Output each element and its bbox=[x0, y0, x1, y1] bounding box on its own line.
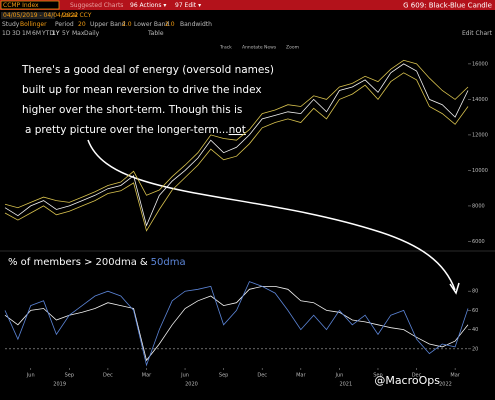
range-button[interactable]: 1M bbox=[22, 30, 31, 37]
dates: 04/05/2019 - 04/04/2022 bbox=[3, 12, 78, 19]
x-tick-label: Mar bbox=[296, 373, 306, 379]
annotation-line: There's a good deal of energy (oversold … bbox=[21, 64, 274, 76]
range-button[interactable]: 1Y bbox=[52, 30, 60, 37]
y-tick-label: 14000 bbox=[472, 97, 488, 103]
y-tick-label: 60 bbox=[472, 308, 478, 314]
series-line bbox=[4, 59, 469, 209]
template: G 609: Black-Blue Candle bbox=[403, 2, 492, 10]
range-button[interactable]: 1D bbox=[2, 30, 11, 37]
bandwidth[interactable]: Bandwidth bbox=[180, 21, 212, 28]
period-label: Period bbox=[55, 21, 74, 28]
legend-entry: 200dma bbox=[96, 257, 137, 268]
x-tick-label: Mar bbox=[450, 373, 460, 379]
range-button[interactable]: 6M bbox=[32, 30, 41, 37]
study-label: Study bbox=[2, 21, 20, 28]
period[interactable]: 20 bbox=[78, 21, 86, 28]
actions[interactable]: 96 Actions ▾ bbox=[130, 2, 166, 9]
currency: Local CCY bbox=[62, 12, 92, 19]
y-tick-label: 6000 bbox=[472, 239, 485, 245]
y-tick-label: 40 bbox=[472, 327, 478, 333]
range-button[interactable]: Max bbox=[72, 30, 85, 37]
y-tick-label: 80 bbox=[472, 289, 478, 295]
range-button[interactable]: YTD bbox=[41, 30, 54, 37]
y-tick-label: 12000 bbox=[472, 132, 488, 138]
upper-label: Upper Band bbox=[90, 21, 126, 28]
date-box[interactable] bbox=[1, 12, 55, 19]
frequency[interactable]: Daily bbox=[84, 30, 100, 37]
x-tick-label: Sep bbox=[219, 373, 228, 379]
tool-button[interactable]: Zoom bbox=[286, 45, 299, 51]
range-button[interactable]: 5Y bbox=[62, 30, 70, 37]
x-tick-label: Jun bbox=[26, 373, 35, 379]
x-tick-label: Sep bbox=[373, 373, 382, 379]
title-joiner: & bbox=[140, 257, 148, 268]
ticker-box[interactable] bbox=[0, 0, 60, 10]
annotation-line: a pretty picture over the longer-term...… bbox=[25, 124, 246, 136]
y-tick-label: 20 bbox=[472, 346, 478, 352]
arrow-head bbox=[449, 282, 460, 295]
study-row: Study Bollinger Period 20 Upper Band 2.0… bbox=[2, 21, 212, 28]
x-tick-label: Jun bbox=[334, 373, 343, 379]
series-line bbox=[4, 281, 469, 367]
annotation-rest: a pretty picture over the longer-term... bbox=[25, 124, 229, 136]
upper[interactable]: 2.0 bbox=[122, 21, 132, 28]
tool-button[interactable]: Track bbox=[219, 45, 232, 51]
lower-label: Lower Band bbox=[134, 21, 169, 28]
year-label: 2022 bbox=[439, 382, 452, 388]
suggested[interactable]: Suggested Charts bbox=[70, 2, 123, 9]
legend-entry: 50dma bbox=[151, 257, 186, 268]
y-tick-label: 10000 bbox=[472, 168, 488, 174]
annotation-line: built up for mean reversion to drive the… bbox=[22, 84, 262, 96]
ticker: CCMP Index bbox=[3, 2, 39, 9]
edit[interactable]: 97 Edit ▾ bbox=[175, 2, 201, 9]
series-line bbox=[4, 72, 469, 232]
annotation-line: higher over the short-term. Though this … bbox=[22, 104, 242, 116]
x-tick-label: Sep bbox=[65, 373, 74, 379]
study-name[interactable]: Bollinger bbox=[20, 21, 47, 28]
annotation: There's a good deal of energy (oversold … bbox=[21, 64, 274, 136]
x-tick-label: Mar bbox=[142, 373, 152, 379]
table[interactable]: Table bbox=[147, 30, 164, 37]
lower-title: % of members >200dma & 50dma bbox=[8, 257, 186, 268]
x-tick-label: Dec bbox=[103, 373, 113, 379]
annotation-emphasis: not bbox=[229, 124, 246, 136]
edit-chart[interactable]: Edit Chart bbox=[462, 30, 493, 37]
top-bar bbox=[0, 0, 495, 10]
series-line bbox=[4, 286, 469, 362]
title-prefix: % of members > bbox=[8, 257, 93, 268]
y-tick-label: 16000 bbox=[472, 61, 488, 67]
range-button[interactable]: 3D bbox=[12, 30, 21, 37]
tool-row: Track Annotate News Zoom bbox=[219, 45, 299, 51]
year-label: 2021 bbox=[339, 382, 352, 388]
lower[interactable]: 2.0 bbox=[165, 21, 175, 28]
y-tick-label: 8000 bbox=[472, 203, 485, 209]
tool-button[interactable]: News bbox=[264, 45, 277, 51]
year-label: 2020 bbox=[185, 382, 198, 388]
tool-button[interactable]: Annotate bbox=[242, 45, 263, 51]
x-tick-label: Jun bbox=[180, 373, 189, 379]
series-line bbox=[4, 63, 469, 227]
watermark: @MacroOps bbox=[374, 374, 440, 387]
annotation-arrow bbox=[87, 139, 456, 291]
x-tick-label: Dec bbox=[257, 373, 267, 379]
x-tick-label: Dec bbox=[412, 373, 422, 379]
year-label: 2019 bbox=[53, 382, 66, 388]
